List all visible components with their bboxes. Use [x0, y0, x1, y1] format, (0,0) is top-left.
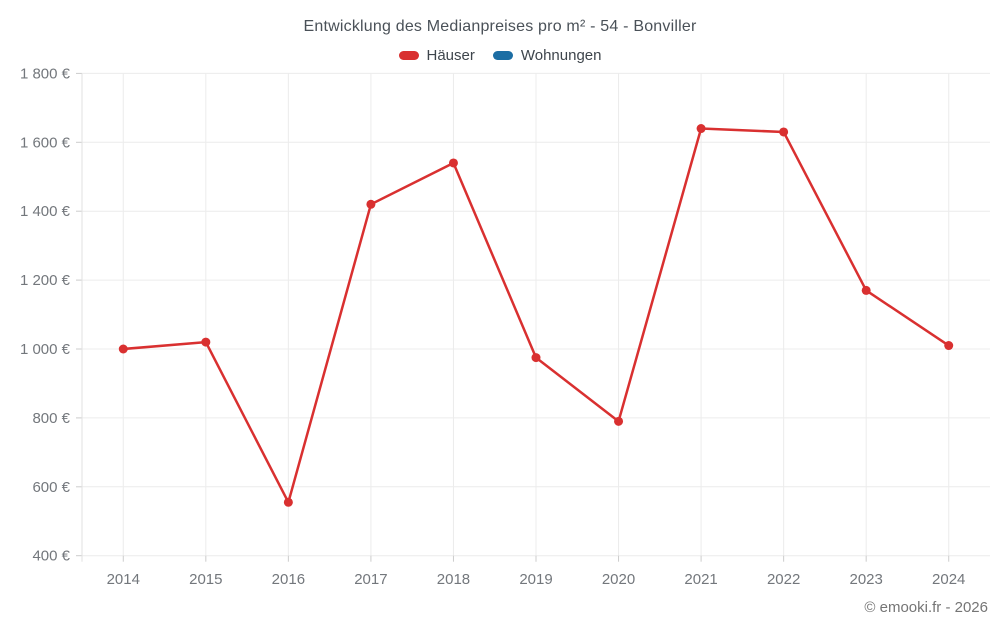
data-point [861, 285, 871, 295]
data-point [283, 497, 293, 507]
x-tick-marks [122, 555, 950, 562]
svg-text:800 €: 800 € [32, 410, 70, 427]
svg-text:2014: 2014 [107, 571, 140, 588]
svg-text:2017: 2017 [354, 571, 387, 588]
chart-legend: Häuser Wohnungen [0, 47, 1000, 64]
svg-text:2020: 2020 [602, 571, 635, 588]
y-axis-labels: 400 € 600 € 800 € 1 000 € 1 200 € 1 400 € 1 60… [20, 65, 71, 564]
svg-text:400 €: 400 € [32, 548, 70, 565]
svg-text:1 000 €: 1 000 € [20, 341, 71, 358]
svg-text:1 800 €: 1 800 € [20, 65, 71, 82]
data-point [944, 341, 954, 351]
data-point [201, 337, 211, 347]
chart-title: Entwicklung des Medianpreises pro m² - 5… [303, 18, 697, 35]
svg-text:1 600 €: 1 600 € [20, 134, 71, 151]
legend-label: Wohnungen [520, 47, 602, 64]
data-point [779, 127, 789, 137]
data-point [531, 353, 541, 363]
x-gridlines [122, 73, 950, 556]
data-point [118, 344, 128, 354]
legend-swatch-wohnungen [492, 51, 513, 60]
svg-text:2019: 2019 [519, 571, 552, 588]
series-h-user [118, 124, 954, 507]
legend-label: Häuser [426, 47, 475, 64]
svg-text:1 200 €: 1 200 € [20, 272, 71, 289]
y-tick-marks [76, 72, 82, 557]
svg-text:2022: 2022 [767, 571, 800, 588]
watermark-credit: © emooki.fr - 2026 [864, 599, 988, 616]
data-point [448, 158, 458, 168]
legend-item-h-user[interactable]: Häuser [398, 47, 475, 64]
svg-text:2024: 2024 [932, 571, 965, 588]
legend-swatch-h-user [398, 51, 419, 60]
svg-text:2023: 2023 [849, 571, 882, 588]
svg-text:2018: 2018 [437, 571, 470, 588]
svg-text:2016: 2016 [272, 571, 305, 588]
svg-text:600 €: 600 € [32, 479, 70, 496]
data-point [366, 199, 376, 209]
svg-text:2015: 2015 [189, 571, 222, 588]
legend-item-wohnungen[interactable]: Wohnungen [492, 47, 602, 64]
data-point [614, 416, 624, 426]
x-axis-labels: 2014 2015 2016 2017 2018 2019 2020 2021 2022 2023… [107, 571, 966, 588]
svg-text:2021: 2021 [684, 571, 717, 588]
data-point [696, 124, 706, 134]
svg-text:1 400 €: 1 400 € [20, 203, 71, 220]
